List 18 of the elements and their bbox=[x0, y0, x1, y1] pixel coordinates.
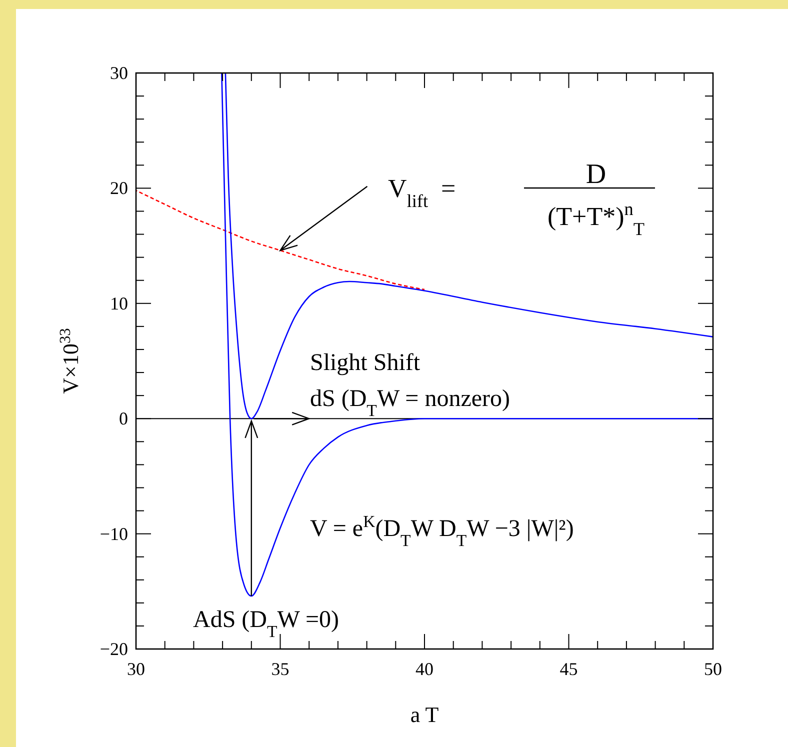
y-tick-label: 20 bbox=[110, 178, 128, 198]
y-tick-label: 10 bbox=[110, 293, 128, 314]
y-tick-label: 0 bbox=[119, 408, 128, 429]
y-tick-label: −20 bbox=[100, 639, 128, 659]
x-axis-title: a T bbox=[410, 702, 440, 727]
annotation: dS (D$_{T}$W = nonzero) bbox=[310, 386, 510, 420]
annotation: Slight Shift bbox=[310, 350, 420, 376]
x-tick-label: 45 bbox=[560, 659, 578, 679]
x-tick-label: 50 bbox=[704, 659, 722, 679]
annotation: AdS (D$_{T}$W =0) bbox=[193, 607, 340, 640]
x-tick-label: 40 bbox=[416, 659, 434, 679]
annotation: V = e$^{K}$(D$_{T}$W D$_{T}$W −3 |W|²) bbox=[310, 512, 574, 550]
annotation: V$_{lift}$ = bbox=[388, 174, 456, 211]
annotation: D bbox=[586, 159, 606, 190]
x-tick-label: 35 bbox=[271, 659, 290, 679]
y-tick-label: −10 bbox=[100, 524, 128, 544]
y-tick-label: 30 bbox=[110, 63, 128, 83]
x-tick-label: 30 bbox=[127, 659, 145, 679]
